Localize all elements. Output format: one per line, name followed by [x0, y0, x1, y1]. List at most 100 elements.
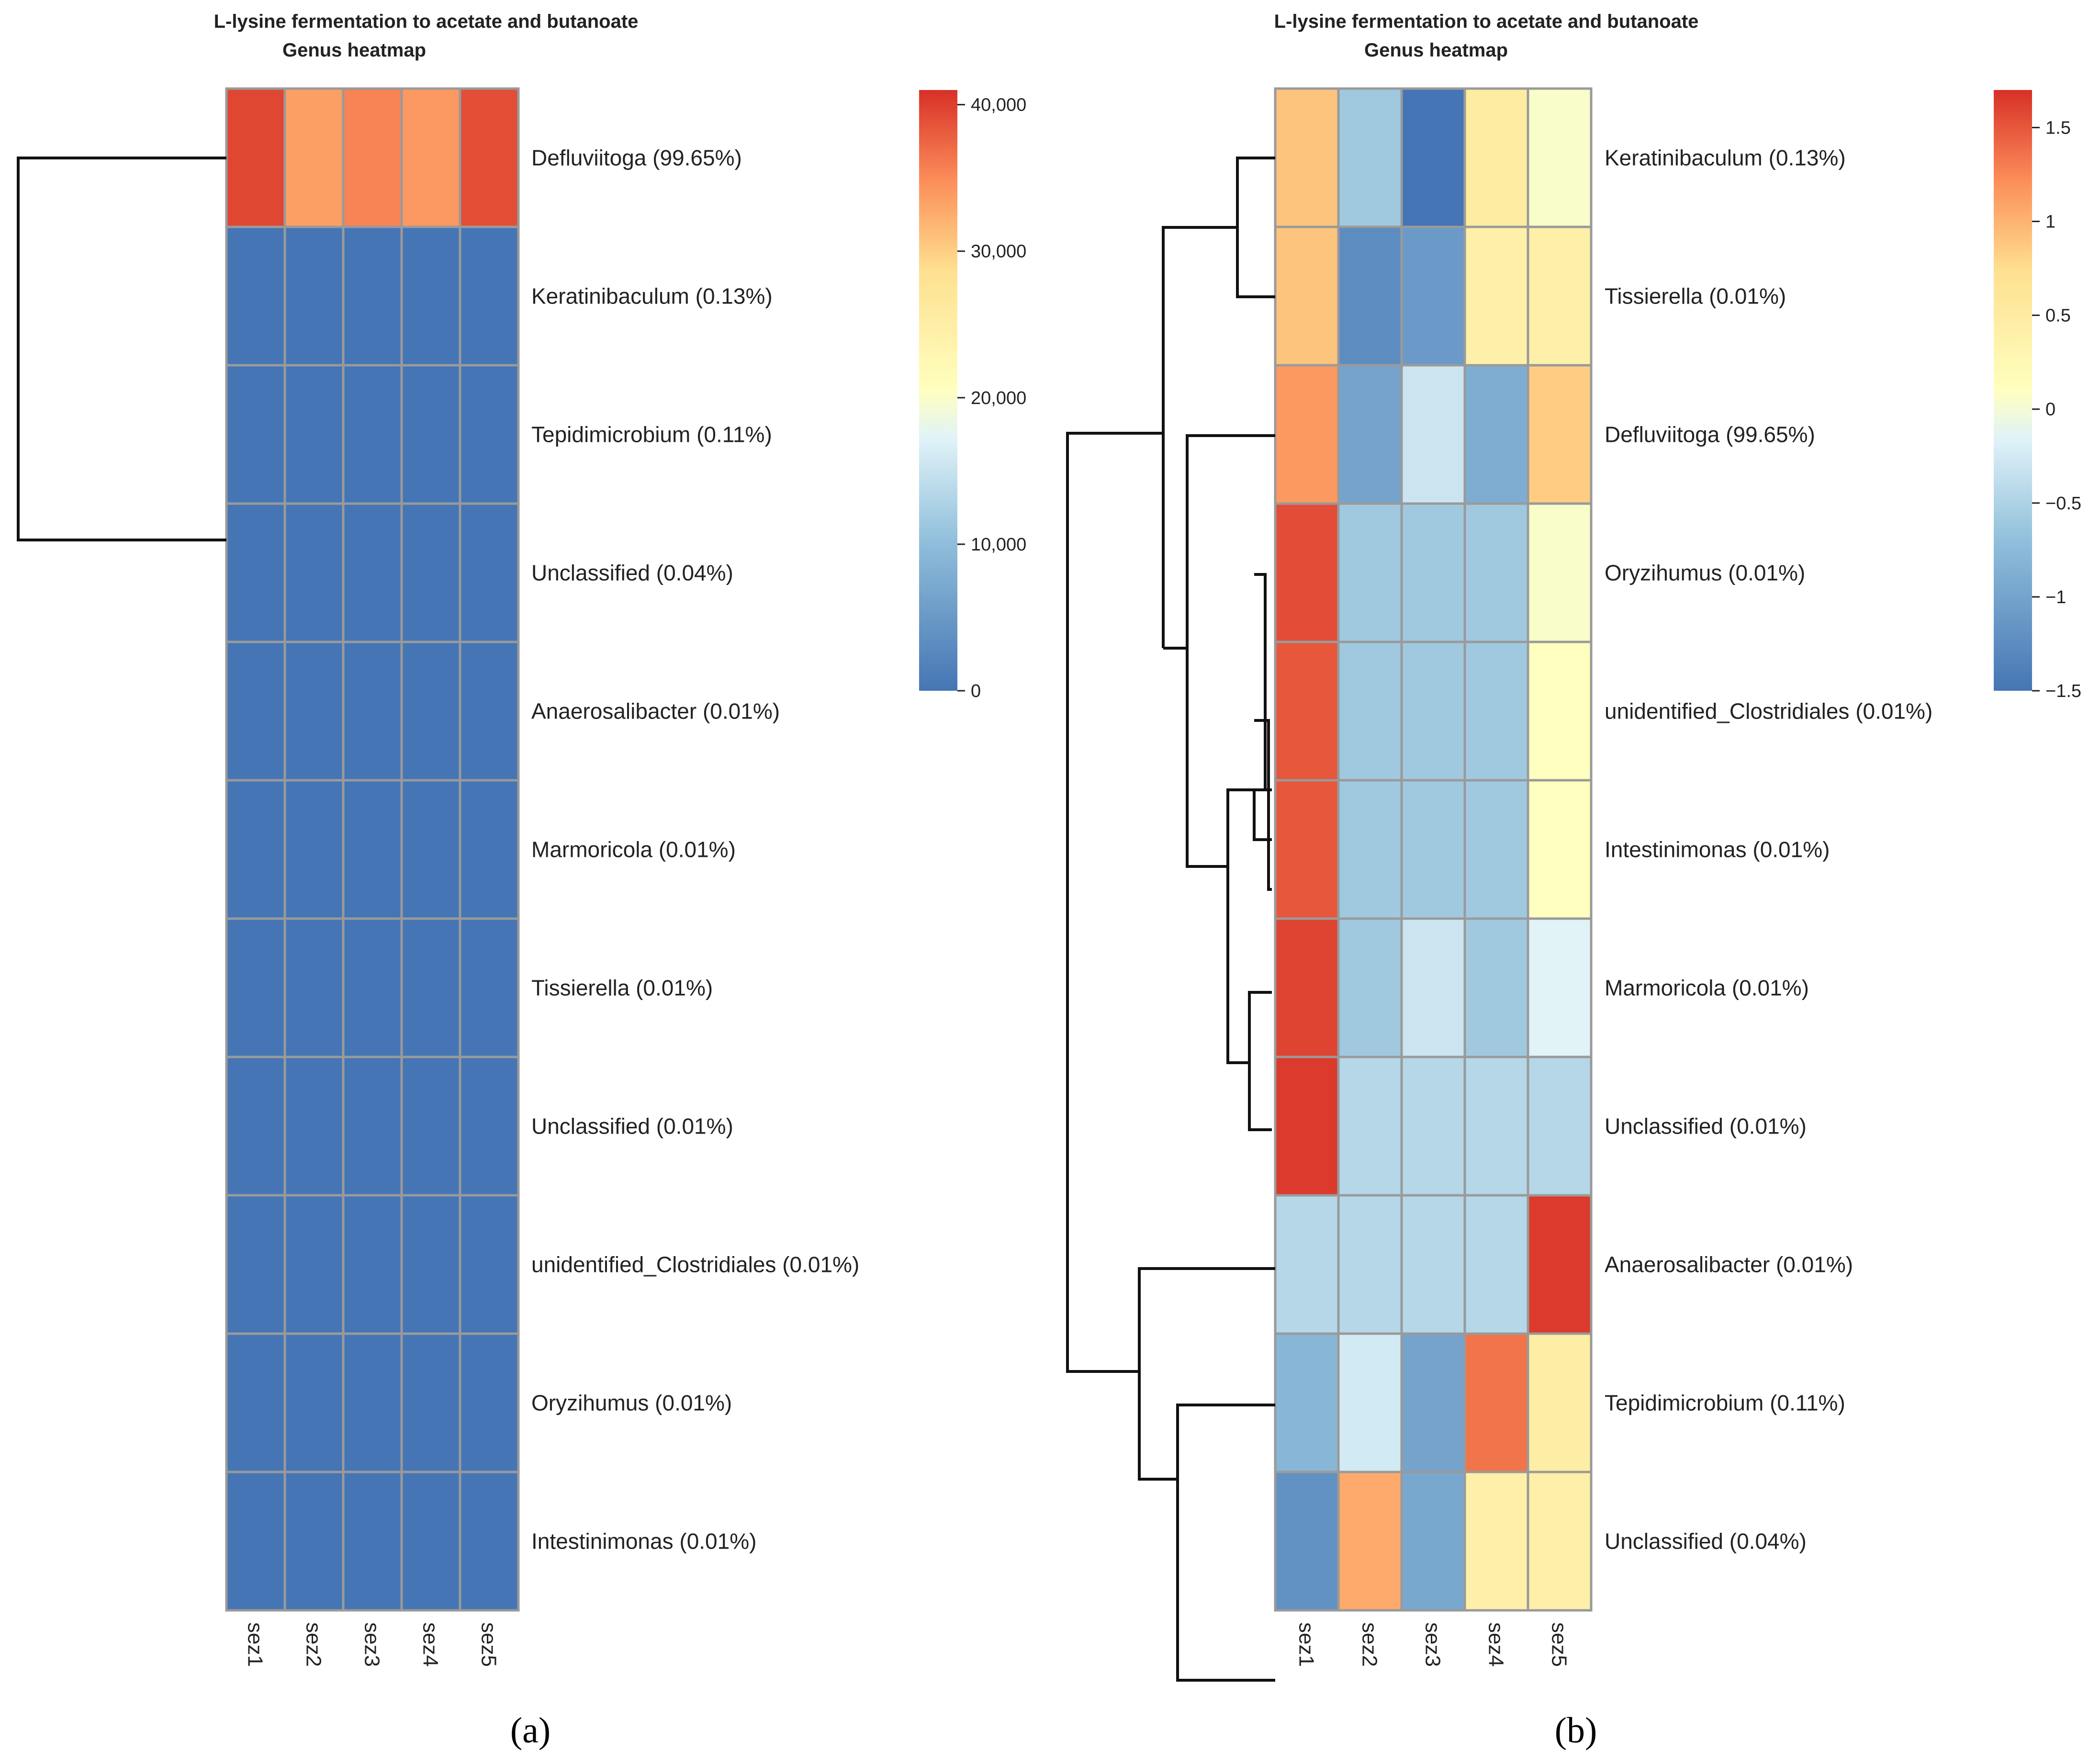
heatmap-cell [1527, 364, 1593, 505]
heatmap-panel-a: L-lysine fermentation to acetate and but… [17, 11, 1026, 1751]
heatmap-cell [459, 364, 520, 505]
heatmap-cell [459, 1332, 520, 1473]
heatmap-cell [1400, 364, 1466, 505]
heatmap-cell [283, 364, 345, 505]
heatmap-cell [400, 1056, 461, 1197]
heatmap-cell [1400, 1194, 1466, 1335]
heatmap-cell [342, 1471, 403, 1612]
heatmap-cell [1274, 1471, 1340, 1612]
row-label: Tepidimicrobium (0.11%) [1605, 1391, 1845, 1416]
heatmap-cell [1337, 1194, 1403, 1335]
dendrogram-b-branch [1248, 991, 1272, 1131]
heatmap-cell [1274, 1056, 1340, 1197]
heatmap-cell [400, 917, 461, 1058]
colorbar-a [919, 90, 957, 691]
heatmap-cell [225, 917, 286, 1058]
colorbar-b [1994, 90, 2032, 691]
heatmap-cell [283, 779, 345, 920]
heatmap-cell [225, 87, 286, 228]
heatmap-cell [1463, 364, 1529, 505]
heatmap-cell [459, 640, 520, 782]
dendrogram-b [1066, 157, 1275, 1682]
heatmap-cells-a [225, 87, 520, 1612]
heatmap-cell [400, 1471, 461, 1612]
row-label: Keratinibaculum (0.13%) [531, 284, 773, 309]
colorbar-tick-label: 30,000 [971, 242, 1026, 262]
heatmap-cell [1337, 640, 1403, 782]
heatmap-cell [1400, 779, 1466, 920]
heatmap-cell [459, 779, 520, 920]
column-label: sez5 [477, 1622, 501, 1667]
heatmap-cell [225, 1332, 286, 1473]
heatmap-cell [1400, 640, 1466, 782]
heatmap-cell [1400, 87, 1466, 228]
chart-subtitle-b: Genus heatmap [1364, 40, 1508, 61]
heatmap-cell [459, 917, 520, 1058]
heatmap-cell [400, 1332, 461, 1473]
heatmap-cell [283, 502, 345, 643]
heatmap-cell [342, 502, 403, 643]
heatmap-cell [283, 1471, 345, 1612]
column-label: sez4 [419, 1622, 442, 1667]
chart-title-a: L-lysine fermentation to acetate and but… [214, 11, 639, 32]
heatmap-cell [342, 225, 403, 367]
heatmap-cell [225, 225, 286, 367]
column-label: sez3 [360, 1622, 384, 1667]
heatmap-cell [1400, 225, 1466, 367]
row-label: Oryzihumus (0.01%) [531, 1391, 732, 1416]
row-labels-b: Keratinibaculum (0.13%) Tissierella (0.01… [1605, 146, 1932, 1554]
colorbar-tick-label: −1 [2045, 587, 2066, 607]
heatmap-cell [459, 1056, 520, 1197]
row-label: Intestinimonas (0.01%) [531, 1529, 756, 1554]
column-label: sez1 [1295, 1622, 1318, 1667]
heatmap-cells-b [1274, 87, 1593, 1612]
heatmap-cell [1463, 1056, 1529, 1197]
heatmap-cell [1400, 502, 1466, 643]
row-label: Oryzihumus (0.01%) [1605, 561, 1805, 585]
row-labels-a: Defluviitoga (99.65%) Keratinibaculum (0.… [531, 146, 859, 1554]
colorbar-tick-label: 20,000 [971, 388, 1026, 408]
heatmap-cell [1337, 1056, 1403, 1197]
panel-label-b: (b) [1555, 1710, 1597, 1751]
dendrogram-b-branch [1176, 1404, 1275, 1682]
heatmap-cell [1463, 502, 1529, 643]
colorbar-tick-label: 0 [971, 681, 981, 701]
column-labels-b: sez1 sez2 sez3 sez4 sez5 [1295, 1622, 1571, 1667]
heatmap-cell [342, 917, 403, 1058]
heatmap-cell [1527, 225, 1593, 367]
colorbar-ticks-a: 0 10,000 20,000 30,000 40,000 [957, 95, 1026, 701]
heatmap-cell [1463, 1471, 1529, 1612]
heatmap-cell [1337, 364, 1403, 505]
heatmap-cell [225, 1056, 286, 1197]
heatmap-cell [1463, 917, 1529, 1058]
heatmap-cell [283, 225, 345, 367]
row-label: Unclassified (0.01%) [531, 1114, 733, 1139]
heatmap-cell [342, 640, 403, 782]
heatmap-cell [1274, 640, 1340, 782]
heatmap-cell [225, 1471, 286, 1612]
row-label: Anaerosalibacter (0.01%) [1605, 1252, 1853, 1277]
row-label: unidentified_Clostridiales (0.01%) [531, 1252, 859, 1277]
heatmap-cell [1274, 364, 1340, 505]
heatmap-cell [283, 87, 345, 228]
heatmap-cell [1274, 1332, 1340, 1473]
row-label: Marmoricola (0.01%) [531, 837, 736, 862]
heatmap-cell [1274, 502, 1340, 643]
column-label: sez2 [1358, 1622, 1381, 1667]
heatmap-cell [1463, 1332, 1529, 1473]
dendrogram-b-branch [1226, 788, 1265, 1064]
heatmap-cell [400, 502, 461, 643]
heatmap-cell [1527, 87, 1593, 228]
dendrogram-b-branch [1138, 1267, 1275, 1481]
heatmap-cell [225, 640, 286, 782]
dendrogram-b-branch [1066, 432, 1163, 1373]
row-label: Unclassified (0.04%) [1605, 1529, 1807, 1554]
heatmap-cell [1527, 917, 1593, 1058]
colorbar-tick-label: 10,000 [971, 535, 1026, 555]
heatmap-cell [1463, 87, 1529, 228]
dendrogram-b-branch [1254, 719, 1272, 891]
row-label: Unclassified (0.01%) [1605, 1114, 1807, 1139]
heatmap-cell [342, 1332, 403, 1473]
heatmap-cell [1527, 779, 1593, 920]
column-label: sez1 [244, 1622, 267, 1667]
